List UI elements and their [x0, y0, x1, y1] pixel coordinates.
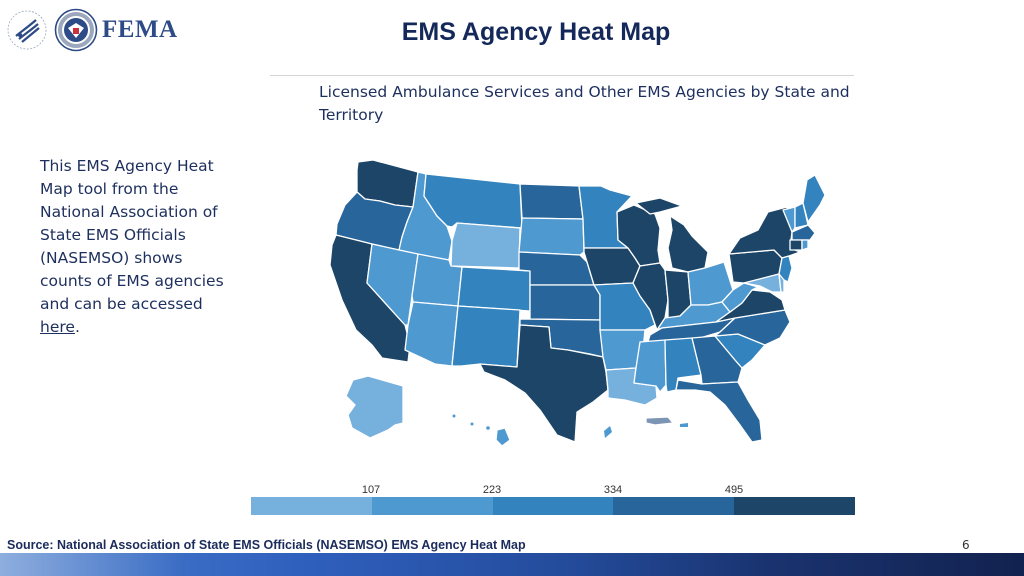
state-HI[interactable]	[495, 427, 511, 447]
legend-labels: 107 223 334 495	[250, 484, 856, 498]
state-HI-island	[470, 422, 474, 426]
legend-bin-4	[613, 497, 735, 515]
page-number: 6	[962, 538, 970, 552]
us-heat-map	[329, 159, 826, 447]
state-KS[interactable]	[529, 284, 601, 321]
description-text: This EMS Agency Heat Map tool from the N…	[40, 155, 225, 339]
footer-band	[0, 553, 1024, 576]
state-WV[interactable]	[721, 282, 759, 313]
legend-bin-5	[734, 497, 855, 515]
logo-area: FEMA	[6, 4, 178, 56]
state-AZ[interactable]	[404, 301, 459, 367]
nasemso-link[interactable]: here	[40, 318, 75, 336]
state-ND[interactable]	[519, 183, 584, 220]
state-NM[interactable]	[451, 305, 521, 368]
state-RI[interactable]	[801, 239, 809, 251]
legend-bin-1	[251, 497, 372, 515]
description-body: This EMS Agency Heat Map tool from the N…	[40, 157, 224, 313]
state-MD[interactable]	[743, 273, 782, 293]
legend-bin-2	[371, 497, 493, 515]
state-FL[interactable]	[675, 379, 763, 443]
state-MS[interactable]	[633, 339, 667, 393]
legend-threshold-2: 223	[482, 484, 502, 496]
legend-bin-3	[492, 497, 614, 515]
dhs-seal-icon	[54, 8, 98, 52]
state-HI-island	[486, 426, 490, 430]
state-SD[interactable]	[518, 217, 585, 256]
territory-guam	[604, 426, 612, 438]
territory-USVI	[680, 423, 688, 427]
source-citation: Source: National Association of State EM…	[7, 538, 526, 552]
fema-wordmark: FEMA	[102, 16, 178, 43]
state-ME[interactable]	[802, 174, 826, 223]
legend-threshold-3: 334	[603, 484, 623, 496]
state-TX[interactable]	[479, 324, 609, 443]
state-DE[interactable]	[778, 273, 785, 293]
state-CO[interactable]	[457, 266, 531, 312]
legend-color-bar	[251, 497, 855, 515]
title-divider	[270, 75, 854, 76]
description-trailing: .	[74, 318, 80, 336]
state-NV[interactable]	[366, 243, 419, 326]
map-subtitle: Licensed Ambulance Services and Other EM…	[319, 83, 850, 124]
hhs-seal-icon	[7, 10, 47, 50]
state-WY[interactable]	[450, 222, 521, 269]
state-CT[interactable]	[789, 239, 803, 251]
state-AK[interactable]	[345, 375, 404, 439]
legend-threshold-1: 107	[361, 484, 381, 496]
territory-PR[interactable]	[645, 416, 674, 426]
state-NE[interactable]	[518, 251, 595, 286]
legend-threshold-4: 495	[724, 484, 744, 496]
state-MA[interactable]	[791, 224, 816, 241]
page-title: EMS Agency Heat Map	[401, 18, 671, 46]
state-HI-island	[452, 414, 456, 418]
